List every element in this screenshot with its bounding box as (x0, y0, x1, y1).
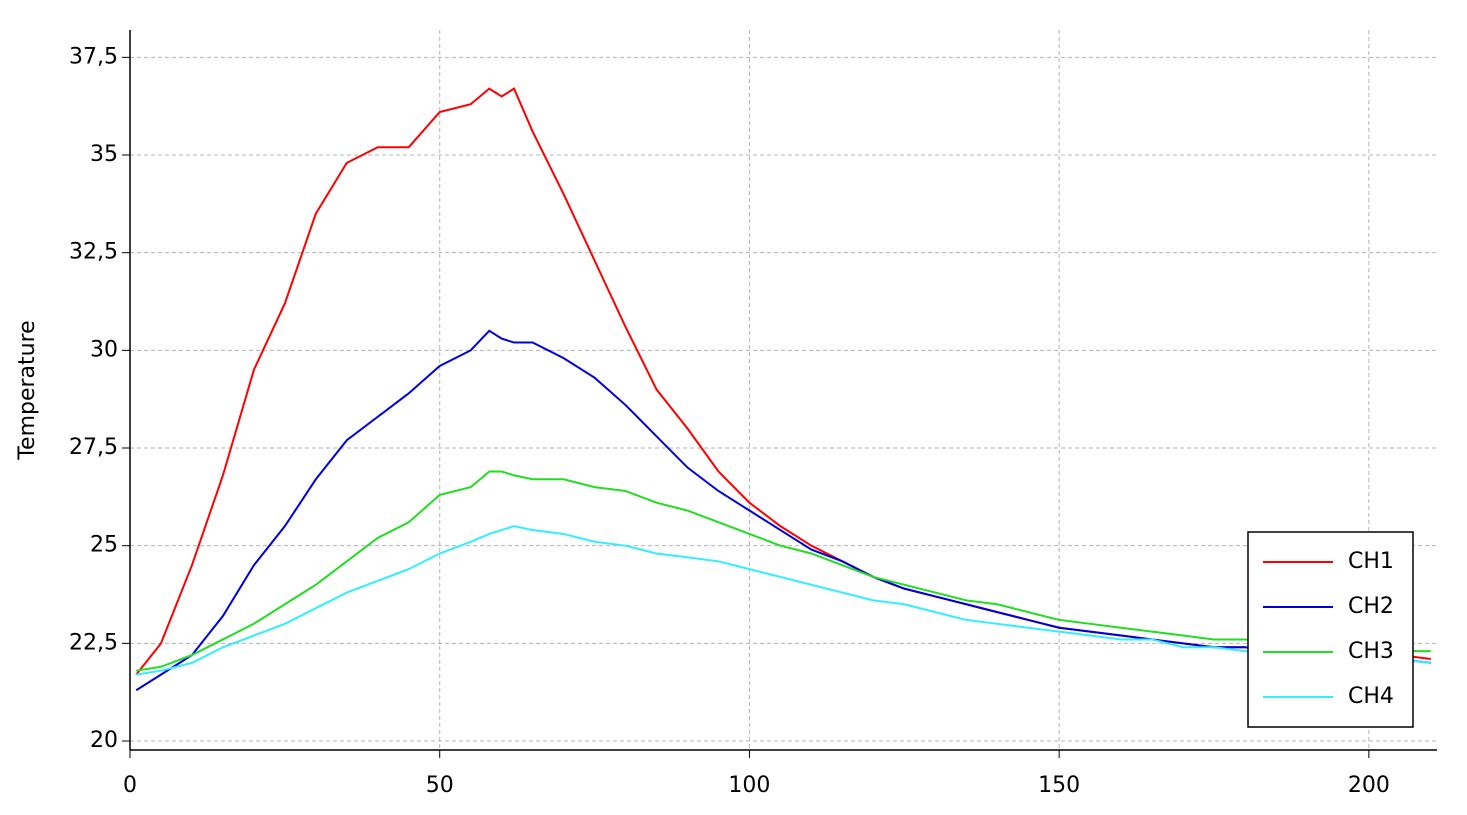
y-tick-label: 22,5 (69, 630, 118, 655)
series-line (135, 329, 1431, 692)
y-tick-label: 37,5 (69, 44, 118, 69)
x-tick-label: 150 (1038, 773, 1080, 798)
series-line (136, 470, 1431, 672)
series-line (135, 87, 1431, 676)
y-tick-label: 32,5 (69, 240, 118, 265)
legend-label: CH2 (1348, 594, 1394, 619)
x-tick-label: 0 (123, 773, 137, 798)
y-tick-label: 35 (90, 142, 118, 167)
legend-box (1247, 531, 1414, 728)
legend-label: CH1 (1348, 549, 1394, 574)
legend-label: CH4 (1348, 684, 1394, 709)
y-axis-label: Temperature (15, 320, 40, 460)
y-tick-label: 25 (90, 533, 118, 558)
y-tick-label: 30 (90, 337, 118, 362)
x-tick-label: 100 (728, 773, 770, 798)
x-tick-label: 50 (426, 773, 454, 798)
legend-label: CH3 (1348, 639, 1394, 664)
y-tick-label: 27,5 (69, 435, 118, 460)
x-tick-label: 200 (1348, 773, 1390, 798)
y-tick-label: 20 (90, 728, 118, 753)
series-line (136, 525, 1431, 676)
